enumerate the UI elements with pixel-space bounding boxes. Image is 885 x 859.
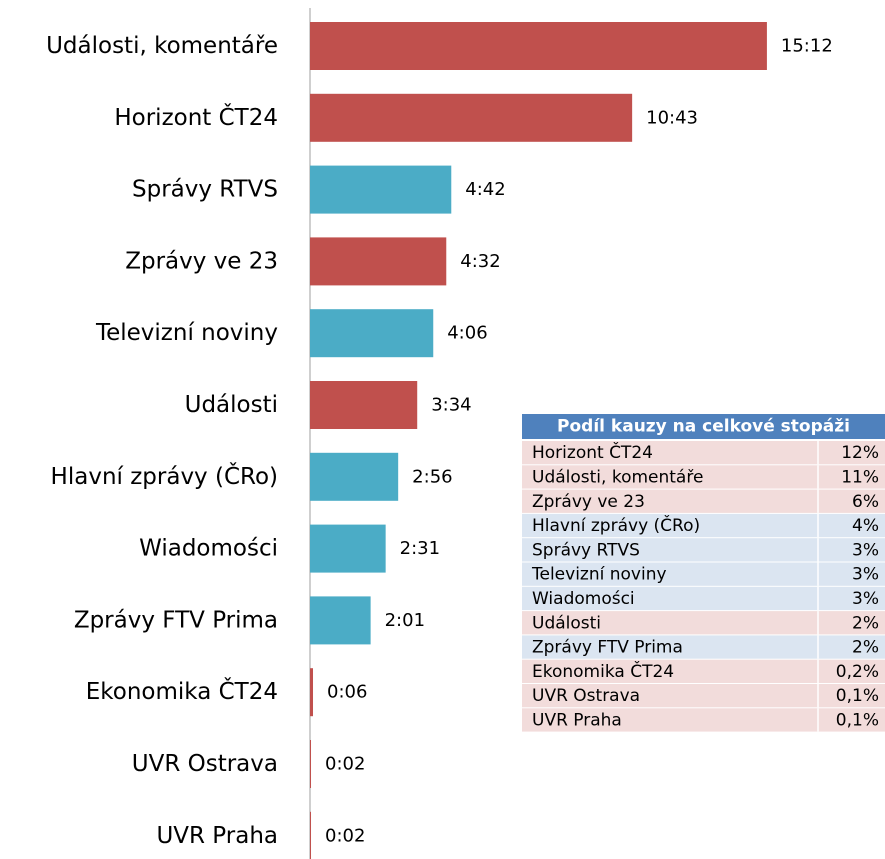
- category-label: UVR Ostrava: [132, 751, 278, 777]
- table-cell: UVR Ostrava: [532, 686, 640, 706]
- table-cell: Správy RTVS: [532, 540, 640, 560]
- table-title: Podíl kauzy na celkové stopáži: [557, 417, 850, 437]
- table-cell: Události, komentáře: [532, 467, 703, 487]
- value-label: 0:02: [325, 754, 365, 775]
- table-row: [522, 562, 885, 586]
- category-label: Televizní noviny: [95, 320, 278, 346]
- table-row: [522, 635, 885, 659]
- table-cell: UVR Praha: [532, 710, 622, 730]
- category-label: UVR Praha: [156, 823, 278, 849]
- bar: [310, 381, 418, 429]
- table-cell: Horizont ČT24: [532, 441, 653, 463]
- value-label: 0:06: [327, 682, 367, 703]
- table-row: [522, 708, 885, 732]
- value-label: 4:42: [465, 179, 505, 200]
- bar: [310, 596, 371, 645]
- table-cell: 3%: [852, 565, 879, 585]
- value-label: 4:32: [460, 251, 500, 272]
- category-label: Wiadomości: [139, 536, 278, 562]
- value-label: 3:34: [431, 395, 471, 416]
- table-cell: Ekonomika ČT24: [532, 660, 674, 682]
- table-row: [522, 684, 885, 708]
- category-label: Zprávy ve 23: [125, 248, 278, 274]
- table-row: [522, 586, 885, 611]
- table-cell: 2%: [852, 613, 879, 633]
- bar: [310, 237, 447, 286]
- category-label: Zprávy FTV Prima: [74, 607, 278, 633]
- value-label: 0:02: [325, 825, 365, 846]
- table-cell: 0,2%: [836, 662, 879, 682]
- table-row: [522, 659, 885, 683]
- table-cell: Hlavní zprávy (ČRo): [532, 514, 700, 536]
- bar: [310, 165, 452, 214]
- table-header: [522, 414, 885, 439]
- table-cell: 2%: [852, 638, 879, 658]
- category-label: Ekonomika ČT24: [86, 677, 278, 705]
- table-cell: Televizní noviny: [531, 565, 667, 585]
- table-cell: 11%: [841, 467, 879, 487]
- table-cell: Události: [532, 613, 601, 633]
- table-cell: 3%: [852, 540, 879, 560]
- category-label: Události: [185, 392, 278, 418]
- table-cell: 0,1%: [836, 710, 879, 730]
- table-cell: 6%: [852, 492, 879, 512]
- bar: [310, 452, 399, 501]
- table-row: [522, 513, 885, 538]
- category-label: Hlavní zprávy (ČRo): [51, 462, 278, 490]
- table-row: [522, 611, 885, 635]
- table-cell: 12%: [841, 443, 879, 463]
- value-label: 10:43: [646, 107, 698, 128]
- table-row: [522, 465, 885, 489]
- table-cell: 0,1%: [836, 686, 879, 706]
- bar: [310, 740, 312, 788]
- bar: [310, 668, 314, 717]
- value-label: 15:12: [781, 36, 833, 57]
- value-label: 4:06: [447, 323, 487, 344]
- bar: [310, 524, 386, 573]
- table-cell: 3%: [852, 589, 879, 609]
- bar: [310, 22, 767, 70]
- category-label: Události, komentáře: [46, 33, 278, 59]
- table-cell: Zprávy FTV Prima: [532, 638, 683, 658]
- bar: [310, 309, 434, 358]
- table-cell: Wiadomości: [532, 589, 635, 609]
- category-label: Správy RTVS: [132, 177, 278, 203]
- bar: [310, 811, 312, 859]
- category-label: Horizont ČT24: [114, 103, 278, 131]
- bar: [310, 93, 633, 142]
- table-cell: Zprávy ve 23: [532, 492, 645, 512]
- value-label: 2:56: [412, 466, 452, 487]
- table-row: [522, 441, 885, 465]
- table-row: [522, 538, 885, 562]
- table-row: [522, 489, 885, 513]
- table-cell: 4%: [852, 516, 879, 536]
- value-label: 2:01: [385, 610, 425, 631]
- value-label: 2:31: [400, 538, 440, 559]
